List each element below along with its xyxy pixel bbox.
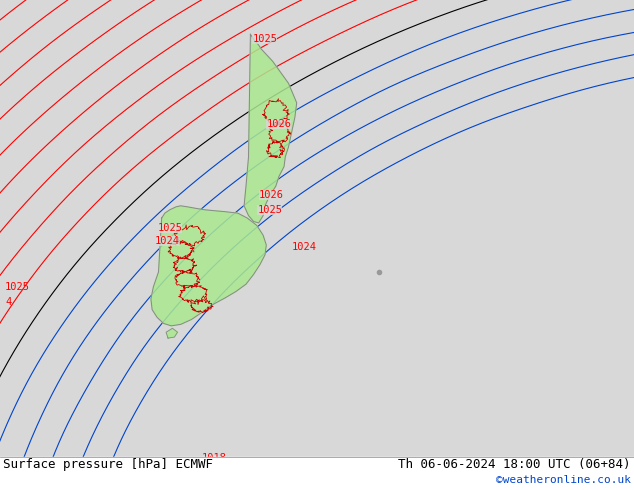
Text: Th 06-06-2024 18:00 UTC (06+84): Th 06-06-2024 18:00 UTC (06+84) <box>398 458 631 471</box>
Text: 1026: 1026 <box>266 120 291 129</box>
Text: 1026: 1026 <box>259 191 283 200</box>
Polygon shape <box>244 34 297 223</box>
Text: 4: 4 <box>5 297 11 307</box>
Text: 1025: 1025 <box>5 282 30 292</box>
Text: 1024: 1024 <box>292 242 316 252</box>
Text: 1024: 1024 <box>155 236 179 246</box>
Polygon shape <box>151 206 266 326</box>
Polygon shape <box>166 328 178 338</box>
Text: ©weatheronline.co.uk: ©weatheronline.co.uk <box>496 475 631 485</box>
Text: 1025: 1025 <box>252 34 277 44</box>
Text: 1025: 1025 <box>257 205 282 215</box>
Text: 1025: 1025 <box>157 223 182 233</box>
Text: Surface pressure [hPa] ECMWF: Surface pressure [hPa] ECMWF <box>3 458 213 471</box>
Text: 1018: 1018 <box>202 453 226 463</box>
